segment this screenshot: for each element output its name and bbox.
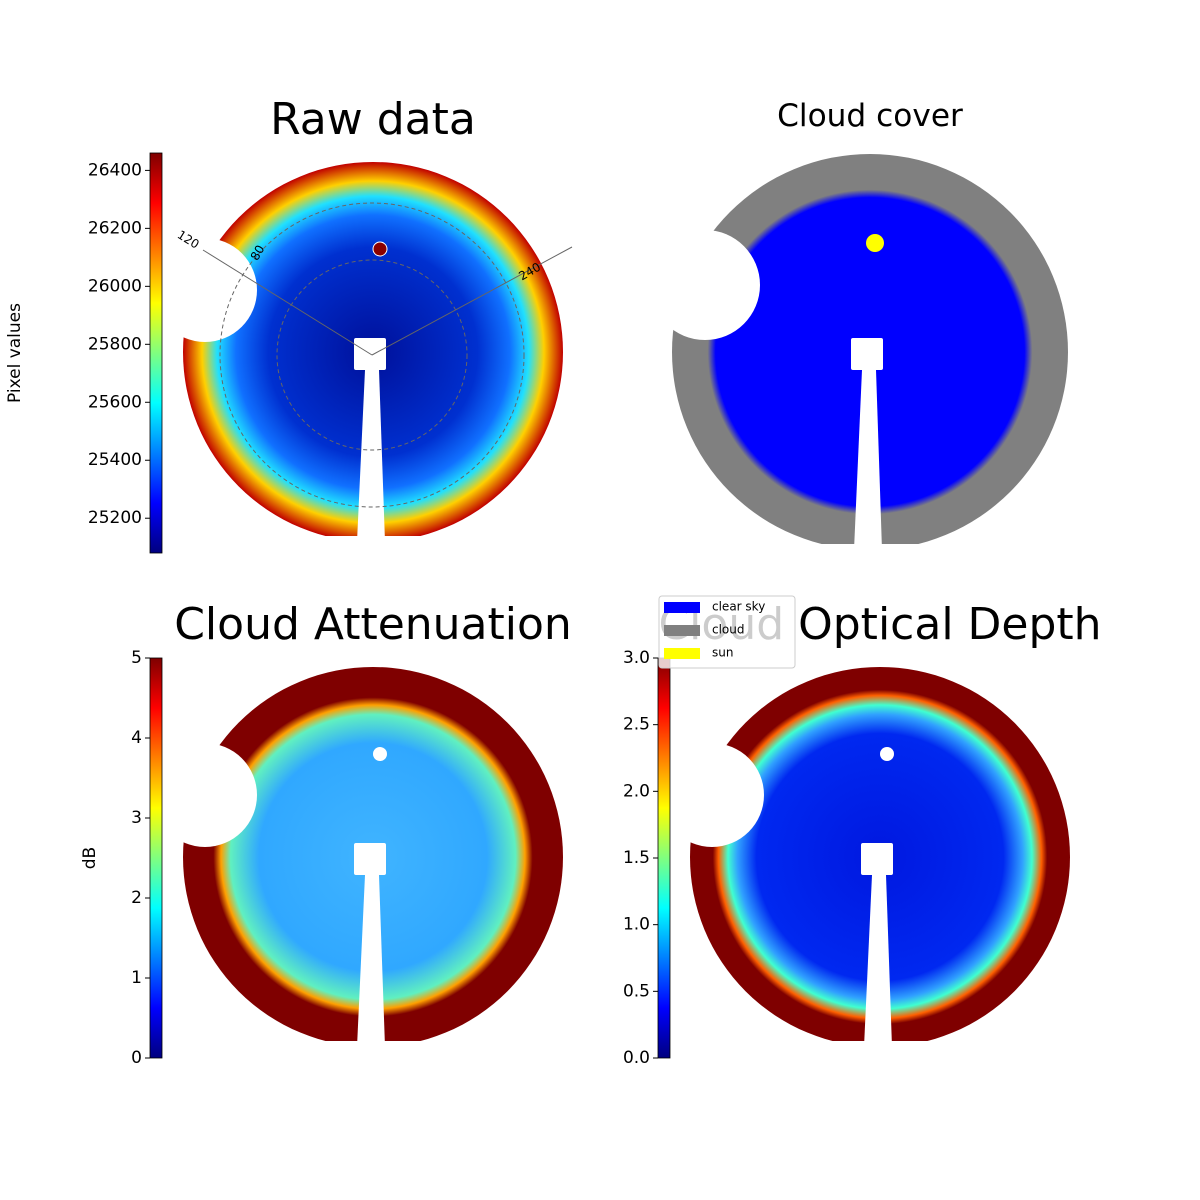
colorbar-tick-label: 26400 <box>88 160 142 180</box>
horizon-notch <box>153 238 257 342</box>
sun <box>880 747 894 761</box>
colorbar-tick-label: 3 <box>131 808 142 828</box>
azimuth-line <box>202 249 373 356</box>
horizon-notch <box>660 743 764 847</box>
panel-title: Cloud cover <box>777 98 963 134</box>
legend: clear sky cloud sun <box>658 595 796 669</box>
colorbar-label: dB <box>80 847 100 869</box>
mast <box>357 875 385 1047</box>
colorbar-tick-label: 25800 <box>88 334 142 354</box>
polar-label: 80 <box>248 243 268 263</box>
colorbar-tick-label: 0.5 <box>623 981 650 1001</box>
mast-head <box>861 843 893 875</box>
mast-head <box>354 843 386 875</box>
colorbar-tick-label: 2.0 <box>623 781 650 801</box>
colorbar-tick-label: 2.5 <box>623 715 650 735</box>
polar-ring <box>219 202 525 508</box>
colorbar-tick-label: 4 <box>131 728 142 748</box>
polar-ring <box>276 259 468 451</box>
colorbar <box>149 152 163 554</box>
colorbar-tick-label: 1.0 <box>623 915 650 935</box>
horizon-notch <box>153 743 257 847</box>
sun <box>866 234 884 252</box>
colorbar-tick-label: 26200 <box>88 218 142 238</box>
colorbar-tick-label: 25600 <box>88 392 142 412</box>
panel-title: Raw data <box>270 94 476 145</box>
colorbar-tick-label: 1 <box>131 968 142 988</box>
sun <box>372 241 388 257</box>
colorbar-tick-label: 3.0 <box>623 648 650 668</box>
mast-head <box>851 338 883 370</box>
sky-image <box>153 667 563 1053</box>
colorbar-tick-label: 1.5 <box>623 848 650 868</box>
colorbar-tick-label: 25200 <box>88 508 142 528</box>
colorbar-tick-label: 5 <box>131 648 142 668</box>
colorbar-tick-label: 0.0 <box>623 1048 650 1068</box>
sun <box>373 747 387 761</box>
sky-image <box>650 154 1068 556</box>
mast <box>854 370 882 550</box>
sky-image <box>153 162 563 548</box>
mast <box>357 370 385 542</box>
colorbar <box>657 657 671 1059</box>
colorbar <box>149 657 163 1059</box>
colorbar-label: Pixel values <box>5 303 25 403</box>
legend-label: clear sky <box>712 600 765 614</box>
azimuth-line <box>371 246 573 356</box>
horizon-notch <box>650 230 760 340</box>
legend-swatch <box>664 625 700 636</box>
legend-label: cloud <box>712 623 745 637</box>
mast <box>864 875 892 1047</box>
sky-image <box>660 667 1070 1053</box>
colorbar-tick-label: 2 <box>131 888 142 908</box>
colorbar-tick-label: 26000 <box>88 276 142 296</box>
legend-swatch <box>664 602 700 613</box>
panel-title: Cloud Attenuation <box>174 599 572 650</box>
legend-label: sun <box>712 646 733 660</box>
polar-grid <box>202 202 573 508</box>
colorbar-tick-label: 25400 <box>88 450 142 470</box>
legend-swatch <box>664 648 700 659</box>
colorbar-tick-label: 0 <box>131 1048 142 1068</box>
